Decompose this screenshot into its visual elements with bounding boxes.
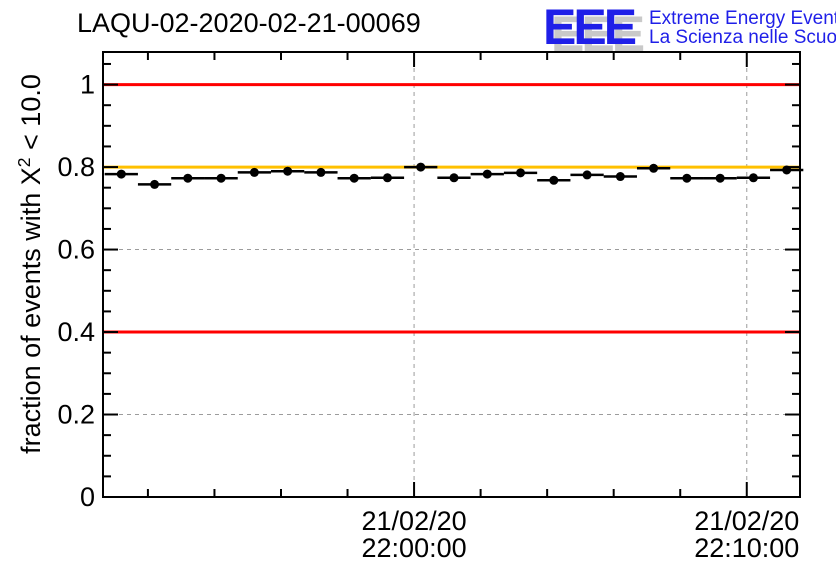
data-point	[382, 173, 392, 183]
data-point	[516, 168, 526, 178]
y-tick-label: 0.8	[57, 152, 95, 182]
y-tick-label: 0.6	[57, 235, 95, 265]
x-tick-label-time: 22:10:00	[694, 533, 799, 563]
x-tick-label-time: 22:00:00	[362, 533, 467, 563]
y-tick-label: 0	[80, 482, 95, 512]
eee-logo-acronym: EEE	[543, 0, 637, 55]
data-point	[150, 179, 160, 189]
data-point	[449, 173, 459, 183]
data-point	[615, 172, 625, 182]
data-point	[582, 170, 592, 180]
y-tick-label: 0.4	[57, 317, 95, 347]
data-point	[782, 165, 792, 175]
data-point	[249, 167, 259, 177]
data-point	[283, 166, 293, 176]
data-point	[549, 175, 559, 185]
plot-frame	[102, 51, 801, 498]
data-point	[116, 169, 126, 179]
data-point	[183, 173, 193, 183]
data-point	[216, 173, 226, 183]
data-point	[482, 169, 492, 179]
x-tick-label-date: 21/02/20	[362, 506, 467, 536]
y-tick-label: 0.2	[57, 400, 95, 430]
eee-logo-tagline-2: La Scienza nelle Scuole	[649, 27, 836, 48]
eee-logo: EEE Extreme Energy Events La Scienza nel…	[543, 0, 836, 56]
chart-title: LAQU-02-2020-02-21-00069	[77, 8, 421, 38]
eee-logo-tagline-1: Extreme Energy Events	[649, 8, 836, 29]
y-tick-label: 1	[80, 70, 95, 100]
data-point	[748, 173, 758, 183]
data-point	[649, 163, 659, 173]
data-point	[349, 173, 359, 183]
data-point	[416, 162, 426, 172]
data-point	[316, 167, 326, 177]
data-point	[715, 173, 725, 183]
data-point	[682, 173, 692, 183]
x-tick-label-date: 21/02/20	[694, 506, 799, 536]
